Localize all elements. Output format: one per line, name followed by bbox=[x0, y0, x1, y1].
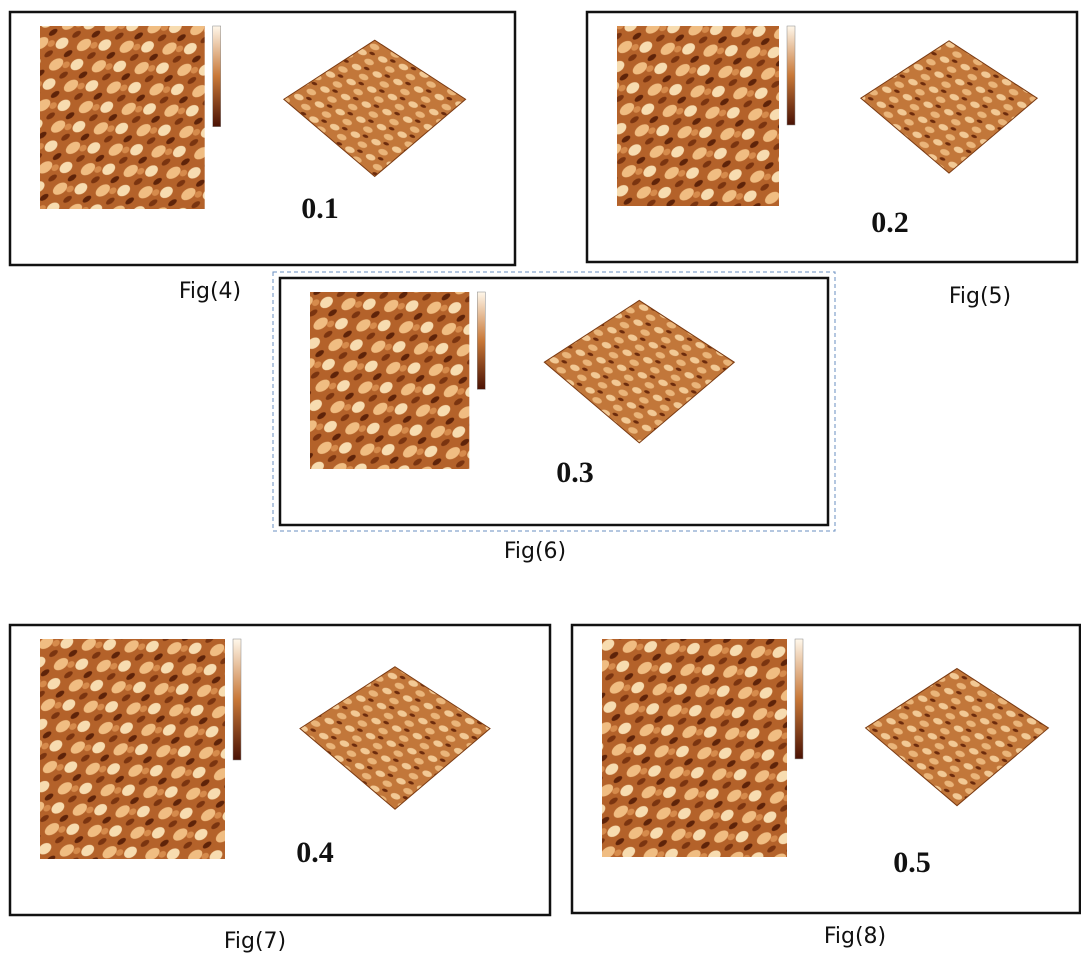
figure-caption: Fig(8) bbox=[824, 924, 886, 949]
page: 0.1 Fig(4) 0.2 Fig(5) 0.3 Fig(6) 0.4 Fig(7) 0.5 F… bbox=[0, 0, 1081, 974]
sample-label: 0.4 bbox=[296, 836, 334, 869]
figure-sheet: 0.1 Fig(4) 0.2 Fig(5) 0.3 Fig(6) 0.4 Fig(7) 0.5 F… bbox=[0, 0, 1081, 974]
sample-label: 0.5 bbox=[893, 846, 931, 879]
figure-caption: Fig(4) bbox=[179, 279, 241, 304]
sample-label: 0.3 bbox=[556, 456, 594, 489]
figure-panel: 0.3 Fig(6) bbox=[273, 272, 835, 564]
afm-2d-image bbox=[40, 26, 205, 209]
figure-panel: 0.4 Fig(7) bbox=[10, 625, 550, 954]
figure-panel: 0.1 Fig(4) bbox=[10, 12, 515, 304]
color-scale bbox=[233, 639, 241, 760]
color-scale bbox=[787, 26, 795, 125]
color-scale bbox=[795, 639, 803, 759]
figure-caption: Fig(5) bbox=[949, 284, 1011, 309]
color-scale bbox=[213, 26, 221, 127]
figure-panel: 0.5 Fig(8) bbox=[572, 625, 1080, 949]
color-scale bbox=[477, 292, 485, 389]
sample-label: 0.1 bbox=[301, 192, 339, 225]
figure-caption: Fig(6) bbox=[504, 539, 566, 564]
afm-2d-image bbox=[40, 639, 225, 859]
afm-2d-image bbox=[602, 639, 787, 857]
sample-label: 0.2 bbox=[871, 206, 909, 239]
afm-2d-image bbox=[310, 292, 469, 469]
figure-caption: Fig(7) bbox=[224, 929, 286, 954]
afm-2d-image bbox=[617, 26, 779, 206]
figure-panel: 0.2 Fig(5) bbox=[587, 12, 1077, 309]
